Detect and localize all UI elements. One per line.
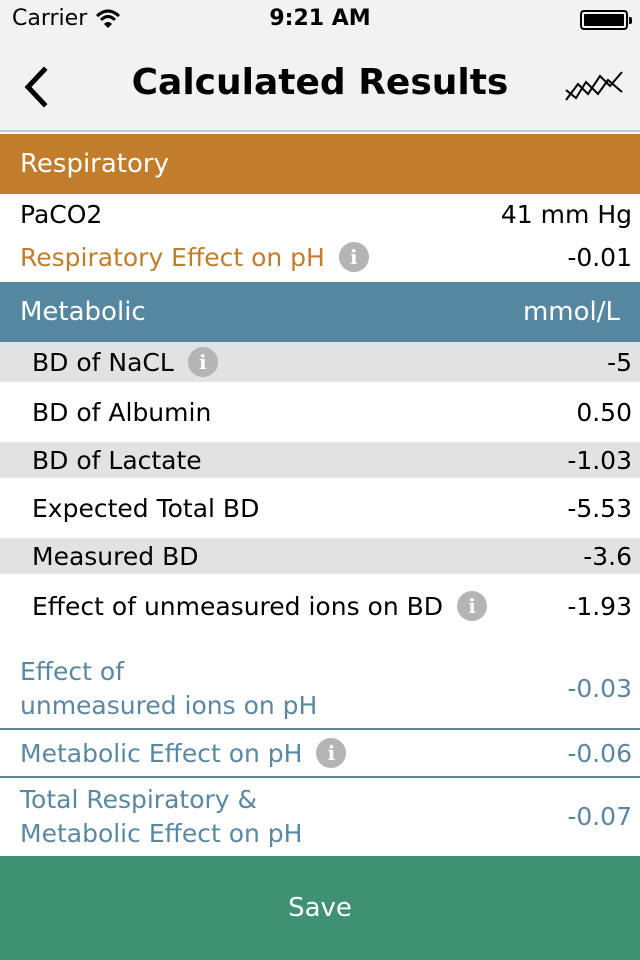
wifi-icon bbox=[96, 9, 121, 28]
bd-albumin-value: 0.50 bbox=[576, 397, 632, 427]
status-carrier: Carrier bbox=[12, 6, 121, 31]
total-effect-row: Total Respiratory & Metabolic Effect on … bbox=[0, 778, 640, 856]
measured-bd-label: Measured BD bbox=[32, 541, 199, 571]
respiratory-effect-value: -0.01 bbox=[567, 242, 632, 272]
respiratory-effect-row: Respiratory Effect on pH i -0.01 bbox=[0, 234, 640, 280]
chart-button[interactable] bbox=[564, 64, 624, 108]
expected-total-bd-label: Expected Total BD bbox=[32, 493, 260, 523]
bd-albumin-row: BD of Albumin 0.50 bbox=[0, 382, 640, 442]
respiratory-effect-label: Respiratory Effect on pH bbox=[20, 242, 325, 272]
bd-lactate-value: -1.03 bbox=[567, 445, 632, 475]
measured-bd-value: -3.6 bbox=[583, 541, 632, 571]
bd-lactate-label: BD of Lactate bbox=[32, 445, 202, 475]
bd-albumin-label: BD of Albumin bbox=[32, 397, 212, 427]
save-button-label: Save bbox=[288, 893, 352, 923]
bd-nacl-row: BD of NaCL i -5 bbox=[0, 342, 640, 382]
unmeasured-ions-bd-row: Effect of unmeasured ions on BD i -1.93 bbox=[0, 574, 640, 638]
unmeasured-ions-ph-value: -0.03 bbox=[567, 674, 632, 703]
page-title: Calculated Results bbox=[131, 62, 509, 103]
status-bar: Carrier 9:21 AM bbox=[0, 0, 640, 40]
info-icon[interactable]: i bbox=[316, 738, 347, 768]
save-button[interactable]: Save bbox=[0, 856, 640, 960]
unmeasured-ions-ph-label-line2: unmeasured ions on pH bbox=[20, 691, 318, 720]
bd-nacl-value: -5 bbox=[607, 347, 632, 377]
info-icon[interactable]: i bbox=[457, 591, 488, 621]
paco2-value: 41 mm Hg bbox=[500, 199, 632, 229]
expected-total-bd-value: -5.53 bbox=[567, 493, 632, 523]
line-chart-icon bbox=[565, 71, 623, 101]
unmeasured-ions-bd-value: -1.93 bbox=[567, 591, 632, 621]
unmeasured-ions-ph-label-line1: Effect of bbox=[20, 657, 124, 686]
paco2-row: PaCO2 41 mm Hg bbox=[0, 194, 640, 234]
respiratory-section-header: Respiratory bbox=[0, 134, 640, 194]
bd-lactate-row: BD of Lactate -1.03 bbox=[0, 442, 640, 478]
unmeasured-ions-bd-label: Effect of unmeasured ions on BD bbox=[32, 591, 444, 621]
respiratory-header-label: Respiratory bbox=[20, 149, 169, 179]
battery-icon bbox=[580, 10, 632, 30]
metabolic-header-label: Metabolic bbox=[20, 297, 146, 327]
metabolic-unit-label: mmol/L bbox=[522, 297, 620, 327]
measured-bd-row: Measured BD -3.6 bbox=[0, 538, 640, 574]
metabolic-effect-label: Metabolic Effect on pH bbox=[20, 738, 303, 768]
nav-bar: Calculated Results bbox=[0, 40, 640, 132]
expected-total-bd-row: Expected Total BD -5.53 bbox=[0, 478, 640, 538]
metabolic-effect-value: -0.06 bbox=[567, 738, 632, 768]
total-effect-value: -0.07 bbox=[567, 802, 632, 831]
carrier-name: Carrier bbox=[12, 6, 88, 31]
info-icon[interactable]: i bbox=[187, 347, 218, 377]
chevron-left-icon bbox=[24, 66, 48, 108]
total-effect-label-line1: Total Respiratory & bbox=[20, 785, 258, 814]
status-time: 9:21 AM bbox=[269, 6, 371, 31]
back-button[interactable] bbox=[18, 62, 58, 112]
bd-nacl-label: BD of NaCL bbox=[32, 347, 174, 377]
total-effect-label-line2: Metabolic Effect on pH bbox=[20, 819, 303, 848]
metabolic-section-header: Metabolic mmol/L bbox=[0, 282, 640, 342]
unmeasured-ions-ph-row: Effect of unmeasured ions on pH -0.03 bbox=[0, 650, 640, 730]
metabolic-effect-row: Metabolic Effect on pH i -0.06 bbox=[0, 730, 640, 778]
info-icon[interactable]: i bbox=[338, 242, 369, 272]
paco2-label: PaCO2 bbox=[20, 199, 103, 229]
